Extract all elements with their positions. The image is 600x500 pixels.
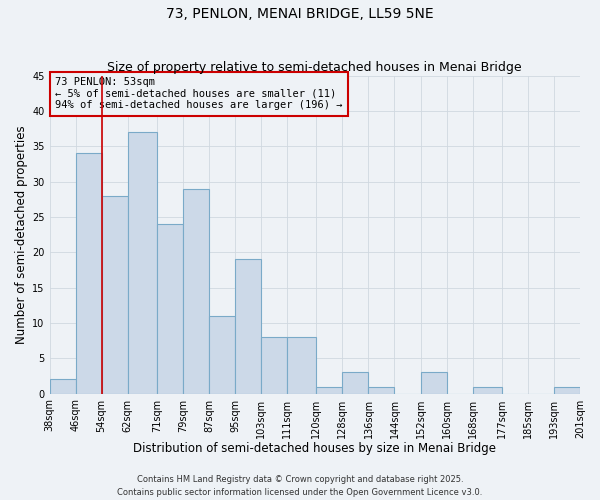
Bar (183, 188, 209, 394)
Bar (368, 386, 394, 394)
Bar (76, 154, 101, 394)
Bar (157, 224, 183, 394)
Text: Contains HM Land Registry data © Crown copyright and database right 2025.
Contai: Contains HM Land Registry data © Crown c… (118, 476, 482, 497)
Title: Size of property relative to semi-detached houses in Menai Bridge: Size of property relative to semi-detach… (107, 62, 522, 74)
Bar (209, 316, 235, 394)
Y-axis label: Number of semi-detached properties: Number of semi-detached properties (15, 126, 28, 344)
Bar (50, 380, 76, 394)
Bar (473, 386, 502, 394)
Bar (287, 337, 316, 394)
Bar (316, 386, 343, 394)
Bar (554, 386, 580, 394)
Bar (235, 260, 261, 394)
Bar (261, 337, 287, 394)
Bar (421, 372, 446, 394)
Bar (128, 132, 157, 394)
Text: 73 PENLON: 53sqm
← 5% of semi-detached houses are smaller (11)
94% of semi-detac: 73 PENLON: 53sqm ← 5% of semi-detached h… (55, 78, 343, 110)
Bar (101, 196, 128, 394)
Text: 73, PENLON, MENAI BRIDGE, LL59 5NE: 73, PENLON, MENAI BRIDGE, LL59 5NE (166, 8, 434, 22)
Bar (343, 372, 368, 394)
X-axis label: Distribution of semi-detached houses by size in Menai Bridge: Distribution of semi-detached houses by … (133, 442, 496, 455)
